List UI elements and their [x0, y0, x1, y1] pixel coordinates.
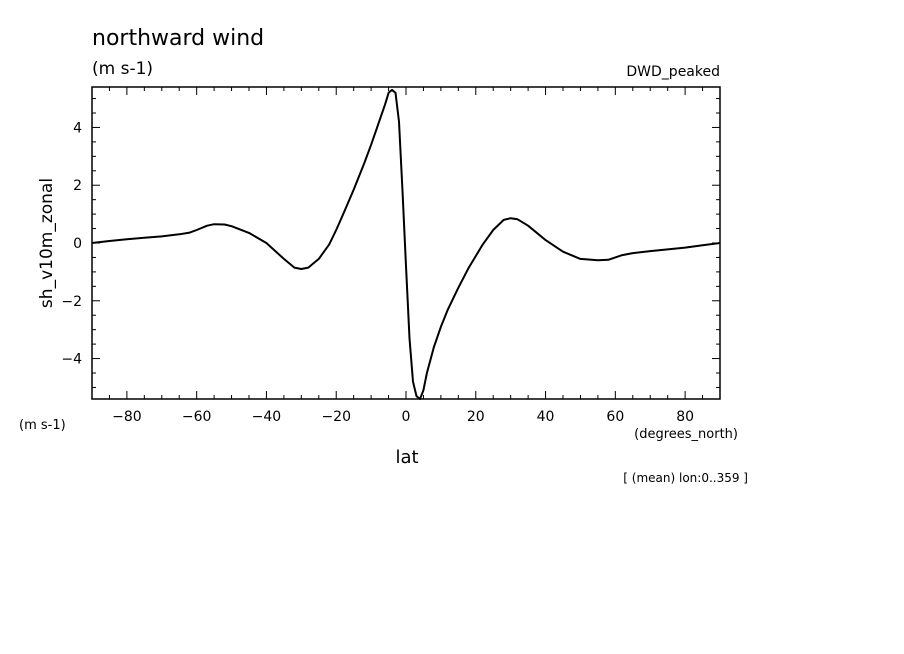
- y-tick-label: 0: [73, 236, 82, 252]
- y-tick-label: −4: [61, 352, 82, 368]
- x-tick-label: −60: [182, 409, 212, 425]
- x-tick-label: 40: [537, 409, 555, 425]
- x-tick-label: −40: [252, 409, 282, 425]
- series-line: [91, 88, 721, 400]
- x-tick-label: 20: [467, 409, 485, 425]
- axis-ticks: [91, 87, 721, 399]
- x-tick-label: −80: [112, 409, 142, 425]
- x-axis-units: (degrees_north): [634, 427, 738, 442]
- y-tick-label: −2: [61, 294, 82, 310]
- dataset-label: DWD_peaked: [626, 64, 720, 80]
- y-tick-label: 4: [73, 120, 82, 136]
- y-axis-units: (m s-1): [19, 418, 66, 433]
- x-axis-label: lat: [395, 447, 418, 468]
- x-tick-label: 0: [402, 409, 411, 425]
- title-units: (m s-1): [92, 59, 153, 79]
- plot-frame: [91, 86, 721, 400]
- footnote: [ (mean) lon:0..359 ]: [623, 471, 748, 485]
- y-tick-label: 2: [73, 178, 82, 194]
- chart-title: northward wind: [92, 26, 264, 51]
- x-tick-label: 80: [676, 409, 694, 425]
- x-tick-label: −20: [321, 409, 351, 425]
- x-tick-label: 60: [606, 409, 624, 425]
- y-axis-label: sh_v10m_zonal: [37, 178, 57, 308]
